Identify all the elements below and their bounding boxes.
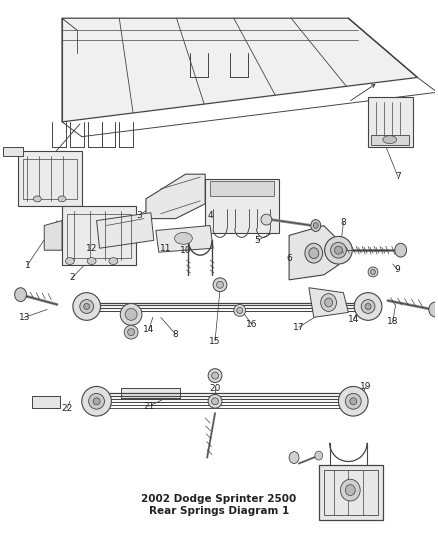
Ellipse shape [73,293,101,320]
Ellipse shape [65,257,74,264]
Text: 13: 13 [19,313,30,322]
Bar [205,179,279,233]
Polygon shape [62,18,417,122]
Text: 10: 10 [180,246,191,255]
Bar [210,181,274,196]
Ellipse shape [261,214,272,225]
Bar [32,397,60,408]
Ellipse shape [109,257,118,264]
Text: 5: 5 [254,236,260,245]
Text: 1: 1 [25,261,30,270]
Ellipse shape [346,393,361,409]
Bar [62,206,136,265]
Ellipse shape [311,220,321,231]
Ellipse shape [325,237,352,264]
Ellipse shape [335,246,343,254]
Ellipse shape [340,479,360,501]
Ellipse shape [93,398,100,405]
Bar [67,214,131,258]
Polygon shape [3,147,22,156]
Ellipse shape [429,302,438,317]
Polygon shape [146,174,205,219]
Ellipse shape [331,243,346,258]
Text: 2: 2 [69,273,75,282]
Ellipse shape [216,281,223,288]
Bar [371,135,409,144]
Text: 2002 Dodge Sprinter 2500
Rear Springs Diagram 1: 2002 Dodge Sprinter 2500 Rear Springs Di… [141,494,297,516]
Text: 8: 8 [173,329,178,338]
Ellipse shape [124,325,138,339]
Ellipse shape [365,303,371,310]
Ellipse shape [127,329,134,336]
Text: 22: 22 [61,403,73,413]
Ellipse shape [368,267,378,277]
Bar [22,159,77,199]
Ellipse shape [321,294,336,311]
Text: 9: 9 [395,265,401,274]
Ellipse shape [395,243,406,257]
Ellipse shape [175,232,192,244]
Ellipse shape [234,304,246,317]
Ellipse shape [305,243,323,263]
Ellipse shape [87,257,96,264]
Text: 7: 7 [395,172,401,181]
Text: 18: 18 [387,317,399,326]
Text: 12: 12 [86,244,97,253]
Ellipse shape [315,451,323,460]
Text: 17: 17 [293,322,305,332]
Text: 19: 19 [360,382,372,391]
Text: 15: 15 [209,336,221,345]
Ellipse shape [212,372,219,379]
Text: 20: 20 [209,384,221,393]
Ellipse shape [33,196,41,202]
Ellipse shape [350,398,357,405]
Text: 14: 14 [143,325,155,334]
Bar [368,97,413,147]
Ellipse shape [354,293,382,320]
Ellipse shape [383,136,397,143]
Bar [18,151,82,206]
Bar [121,389,180,398]
Ellipse shape [346,484,355,496]
Ellipse shape [14,288,26,302]
Ellipse shape [339,386,368,416]
Ellipse shape [213,278,227,292]
Ellipse shape [237,308,243,313]
Ellipse shape [84,303,90,310]
Ellipse shape [361,300,375,313]
Polygon shape [44,221,62,250]
Polygon shape [156,225,213,252]
Ellipse shape [82,386,111,416]
Ellipse shape [208,369,222,383]
Text: 4: 4 [207,211,213,220]
Ellipse shape [212,398,219,405]
Ellipse shape [125,309,137,320]
Ellipse shape [208,394,222,408]
Ellipse shape [58,196,66,202]
Ellipse shape [313,223,318,229]
Polygon shape [309,288,348,317]
Ellipse shape [80,300,94,313]
Ellipse shape [120,303,142,325]
Text: 6: 6 [286,254,292,263]
Ellipse shape [309,248,319,259]
Ellipse shape [88,393,105,409]
Bar [324,471,378,515]
Text: 16: 16 [246,320,258,329]
Polygon shape [289,225,339,280]
Ellipse shape [325,298,332,307]
Text: 14: 14 [348,315,359,324]
Text: 21: 21 [143,402,155,411]
Bar [319,465,383,520]
Polygon shape [96,213,154,248]
Text: 8: 8 [340,218,346,227]
Text: 11: 11 [160,244,171,253]
Ellipse shape [289,451,299,464]
Ellipse shape [371,270,375,274]
Text: 3: 3 [136,211,142,220]
